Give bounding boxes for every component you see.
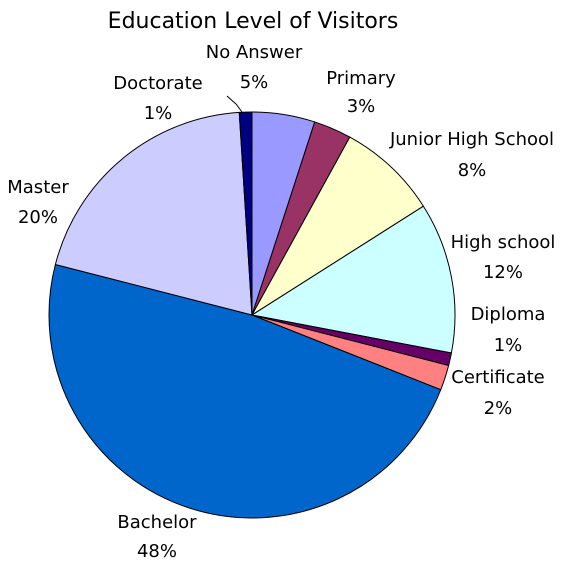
- doctorate-leader-line: [226, 95, 243, 113]
- slice-percent-label: 1%: [494, 335, 523, 356]
- slice-name-label: Diploma: [471, 304, 546, 325]
- slice-percent-label: 2%: [484, 398, 513, 419]
- slice-labels: No Answer 5% Primary 3% Junior High School 8%…: [7, 42, 555, 562]
- slice-name-label: Primary: [326, 68, 396, 89]
- pie-slices: [48, 111, 456, 519]
- pie-slice-master: [54, 111, 253, 316]
- slice-name-label: No Answer: [206, 42, 303, 63]
- pie-slice-junior-high-school: [251, 136, 425, 316]
- slice-percent-label: 5%: [240, 72, 269, 93]
- slice-percent-label: 1%: [144, 103, 173, 124]
- slice-name-label: Doctorate: [113, 73, 202, 94]
- pie-slice-doctorate: [238, 111, 253, 316]
- slice-name-label: Master: [7, 177, 69, 198]
- leader-lines: [226, 95, 243, 113]
- pie-slice-bachelor: [48, 263, 442, 519]
- slice-percent-label: 48%: [137, 541, 177, 562]
- slice-name-label: High school: [451, 232, 556, 253]
- slice-name-label: Certificate: [451, 367, 545, 388]
- slice-name-label: Junior High School: [389, 129, 554, 150]
- chart-title: Education Level of Visitors: [108, 9, 399, 34]
- slice-percent-label: 8%: [458, 160, 487, 181]
- slice-percent-label: 20%: [18, 207, 58, 228]
- slice-percent-label: 12%: [483, 262, 523, 283]
- slice-percent-label: 3%: [347, 96, 376, 117]
- pie-slice-high-school: [250, 205, 456, 354]
- slice-name-label: Bachelor: [117, 512, 197, 533]
